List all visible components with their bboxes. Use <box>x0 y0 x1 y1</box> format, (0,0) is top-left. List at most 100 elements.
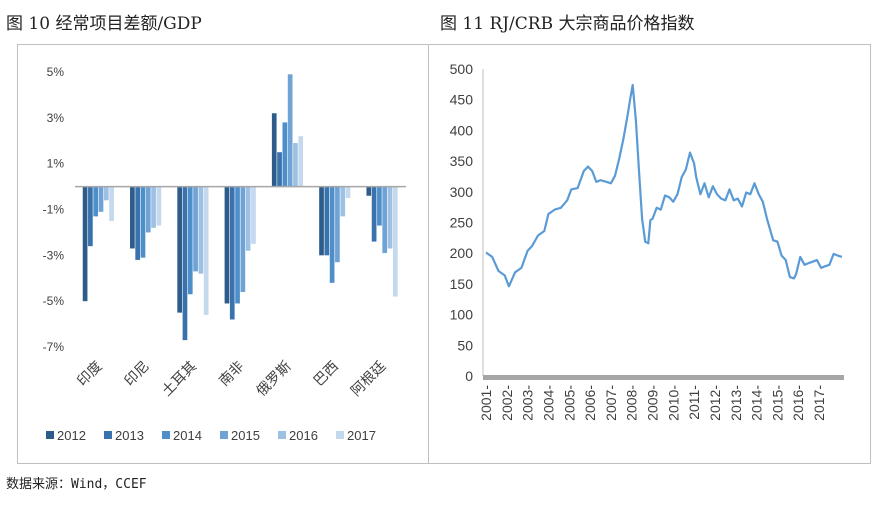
x-tick-label: 印尼 <box>121 358 152 389</box>
bar <box>109 186 114 221</box>
bar <box>140 186 146 258</box>
legend-label: 2013 <box>115 428 144 443</box>
y-tick-label: -5% <box>43 294 65 308</box>
legend-label: 2016 <box>289 428 318 443</box>
figure-11-title: 图 11 RJ/CRB 大宗商品价格指数 <box>440 14 695 34</box>
bar-chart: 5% 3% 1% -1% -3% -5% -7% 印度 印尼 土耳其 南非 俄罗斯 巴西 阿根廷 2012 2… <box>43 65 406 443</box>
x-tick-label: 南非 <box>216 358 247 389</box>
legend-label: 2017 <box>347 428 376 443</box>
x-tick-label: 阿根廷 <box>347 358 388 399</box>
x-tick-label: 2013- <box>728 385 744 421</box>
legend-label: 2015 <box>231 428 260 443</box>
bar <box>345 186 351 199</box>
x-tick-label: 2011- <box>686 385 702 420</box>
legend-swatch <box>46 431 54 439</box>
bar <box>282 122 288 187</box>
bar <box>335 186 340 263</box>
y-tick-label: 250 <box>450 215 474 231</box>
x-tick-label: 2010- <box>665 385 681 421</box>
bar <box>240 186 246 292</box>
bar <box>235 186 240 304</box>
figure-10-title: 图 10 经常项目差额/GDP <box>6 14 202 34</box>
y-tick-label: 400 <box>450 122 474 138</box>
legend-swatch <box>336 431 344 439</box>
x-tick-label: 2001- <box>478 385 494 421</box>
x-tick-label: 2016- <box>790 385 806 421</box>
bar <box>324 186 330 256</box>
bar <box>277 152 282 187</box>
bar <box>103 186 109 201</box>
bar <box>293 143 298 187</box>
x-tick-label: 2014- <box>749 385 765 421</box>
bar <box>298 136 304 187</box>
bar <box>319 186 324 256</box>
y-tick-label: 450 <box>450 92 474 108</box>
bar <box>287 74 293 187</box>
y-tick-label: 300 <box>450 184 474 200</box>
bar <box>98 186 104 212</box>
x-tick-label: 2008- <box>624 385 640 421</box>
y-tick-label: 200 <box>450 245 474 261</box>
bar <box>340 186 346 217</box>
bar <box>198 186 204 274</box>
x-axis <box>483 375 844 380</box>
y-tick-label: 0 <box>465 368 473 384</box>
bar <box>371 186 377 242</box>
legend-label: 2014 <box>173 428 202 443</box>
legend-swatch <box>162 431 170 439</box>
bar <box>156 186 162 226</box>
x-tick-label: 2003- <box>520 385 536 421</box>
bar <box>329 186 335 283</box>
x-tick-label: 2017- <box>811 385 827 421</box>
y-tick-label: -7% <box>43 340 65 354</box>
legend-label: 2012 <box>57 428 86 443</box>
x-tick-label: 土耳其 <box>158 358 199 399</box>
y-tick-label: 150 <box>450 276 474 292</box>
bar <box>151 186 156 228</box>
x-tick-label: 2009- <box>645 385 661 421</box>
bar <box>182 186 188 341</box>
line-chart-panel: 500 450 400 350 300 250 200 150 100 50 0 2001- 2002-… <box>428 44 871 464</box>
x-tick-label: 印度 <box>74 358 105 389</box>
bar-chart-panel: 5% 3% 1% -1% -3% -5% -7% 印度 印尼 土耳其 南非 俄罗斯 巴西 阿根廷 2012 2… <box>17 44 429 464</box>
x-tick-label: 巴西 <box>310 358 341 389</box>
bar <box>229 186 235 320</box>
data-source-note: 数据来源：Wind，CCEF <box>6 477 147 492</box>
legend-swatch <box>220 431 228 439</box>
index-series-line <box>485 83 843 288</box>
bar <box>82 186 88 302</box>
bar <box>193 186 198 272</box>
legend-swatch <box>104 431 112 439</box>
y-tick-label: 350 <box>450 153 474 169</box>
x-tick-label: 2005- <box>561 385 577 421</box>
bar <box>145 186 151 233</box>
y-tick-label: 100 <box>450 307 474 323</box>
bar <box>88 186 93 247</box>
bar <box>387 186 393 249</box>
bar <box>135 186 141 260</box>
bar <box>366 186 372 196</box>
bar <box>187 186 193 295</box>
y-tick-label: 50 <box>457 337 473 353</box>
bar <box>93 186 99 217</box>
x-tick-label: 2002- <box>499 385 515 421</box>
bar <box>224 186 230 304</box>
bar <box>251 186 256 244</box>
legend-swatch <box>278 431 286 439</box>
x-tick-label: 2004- <box>540 385 556 421</box>
bar <box>271 113 277 187</box>
bar <box>382 186 388 254</box>
bar <box>377 186 382 226</box>
y-tick-label: -1% <box>43 203 65 217</box>
bar <box>245 186 251 251</box>
x-tick-label: 2012- <box>707 385 723 421</box>
y-tick-label: -3% <box>43 248 65 262</box>
y-tick-label: 5% <box>47 65 65 79</box>
x-tick-label: 俄罗斯 <box>253 358 294 399</box>
y-tick-label: 3% <box>47 111 65 125</box>
x-tick-label: 2007- <box>603 385 619 421</box>
y-tick-label: 500 <box>450 61 474 77</box>
bar <box>392 186 398 297</box>
x-tick-label: 2015- <box>769 385 785 421</box>
